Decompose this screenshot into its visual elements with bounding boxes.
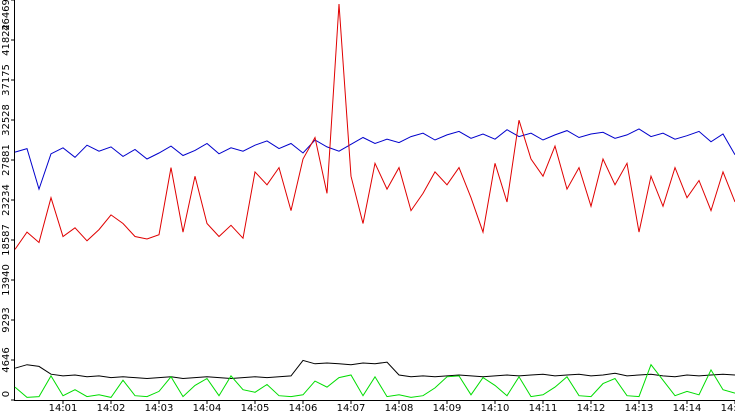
x-tick-label: 14:05 <box>241 403 270 414</box>
y-tick-label: 32528 <box>1 104 12 136</box>
x-tick-label: 14:07 <box>337 403 366 414</box>
x-tick-label: 14:11 <box>529 403 558 414</box>
x-tick-label: 14:10 <box>481 403 510 414</box>
x-tick-label: 14:02 <box>97 403 126 414</box>
series-line <box>14 363 735 398</box>
x-tick-label: 14:15 <box>721 403 735 414</box>
y-tick-label: 23234 <box>1 184 12 216</box>
x-tick-label: 14:04 <box>193 403 222 414</box>
y-tick-label: 27881 <box>1 144 12 176</box>
y-tick-label: 0 <box>1 391 12 397</box>
y-tick-label: 13940 <box>1 264 12 296</box>
x-tick-label: 14:03 <box>145 403 174 414</box>
series-line <box>14 128 735 191</box>
x-tick-label: 14:06 <box>289 403 318 414</box>
y-tick-label: 46469 <box>1 0 12 31</box>
y-tick-label: 41822 <box>1 24 12 56</box>
x-tick-label: 14:09 <box>433 403 462 414</box>
y-tick-label: 9293 <box>1 307 12 332</box>
x-tick-label: 14:08 <box>385 403 414 414</box>
x-tick-label: 14:12 <box>577 403 606 414</box>
y-tick-label: 37175 <box>1 64 12 96</box>
x-tick-label: 14:14 <box>673 403 702 414</box>
series-line <box>14 3 735 250</box>
y-tick-label: 18587 <box>1 224 12 256</box>
y-tick-label: 4646 <box>1 347 12 372</box>
series-line <box>14 359 735 380</box>
x-tick-label: 14:01 <box>49 403 78 414</box>
x-tick-label: 14:13 <box>625 403 654 414</box>
